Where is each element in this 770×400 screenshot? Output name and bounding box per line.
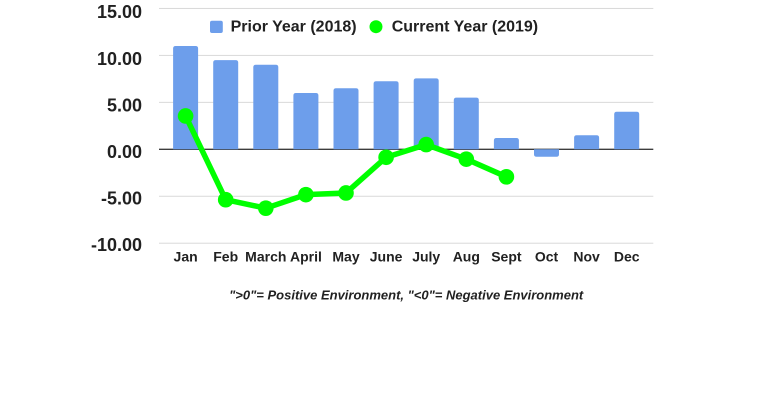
svg-text:April: April — [290, 249, 322, 265]
svg-text:Sept: Sept — [491, 249, 522, 265]
svg-text:Current Year (2019): Current Year (2019) — [392, 18, 538, 35]
svg-text:Aug: Aug — [453, 249, 480, 265]
svg-text:March: March — [245, 249, 286, 265]
svg-text:May: May — [332, 249, 359, 265]
svg-text:0.00: 0.00 — [107, 142, 142, 162]
svg-text:June: June — [370, 249, 403, 265]
svg-text:Prior Year (2018): Prior Year (2018) — [231, 18, 357, 35]
svg-text:Dec: Dec — [614, 249, 640, 265]
svg-text:July: July — [412, 249, 440, 265]
svg-text:Feb: Feb — [213, 249, 238, 265]
svg-text:15.00: 15.00 — [97, 2, 142, 22]
svg-text:-10.00: -10.00 — [91, 235, 142, 255]
svg-text:Jan: Jan — [174, 249, 198, 265]
svg-text:Nov: Nov — [573, 249, 600, 265]
svg-text:">0"= Positive Environment, "<: ">0"= Positive Environment, "<0"= Negati… — [229, 288, 584, 303]
svg-text:10.00: 10.00 — [97, 49, 142, 69]
svg-text:5.00: 5.00 — [107, 95, 142, 115]
svg-text:Oct: Oct — [535, 249, 559, 265]
svg-text:-5.00: -5.00 — [101, 188, 142, 208]
